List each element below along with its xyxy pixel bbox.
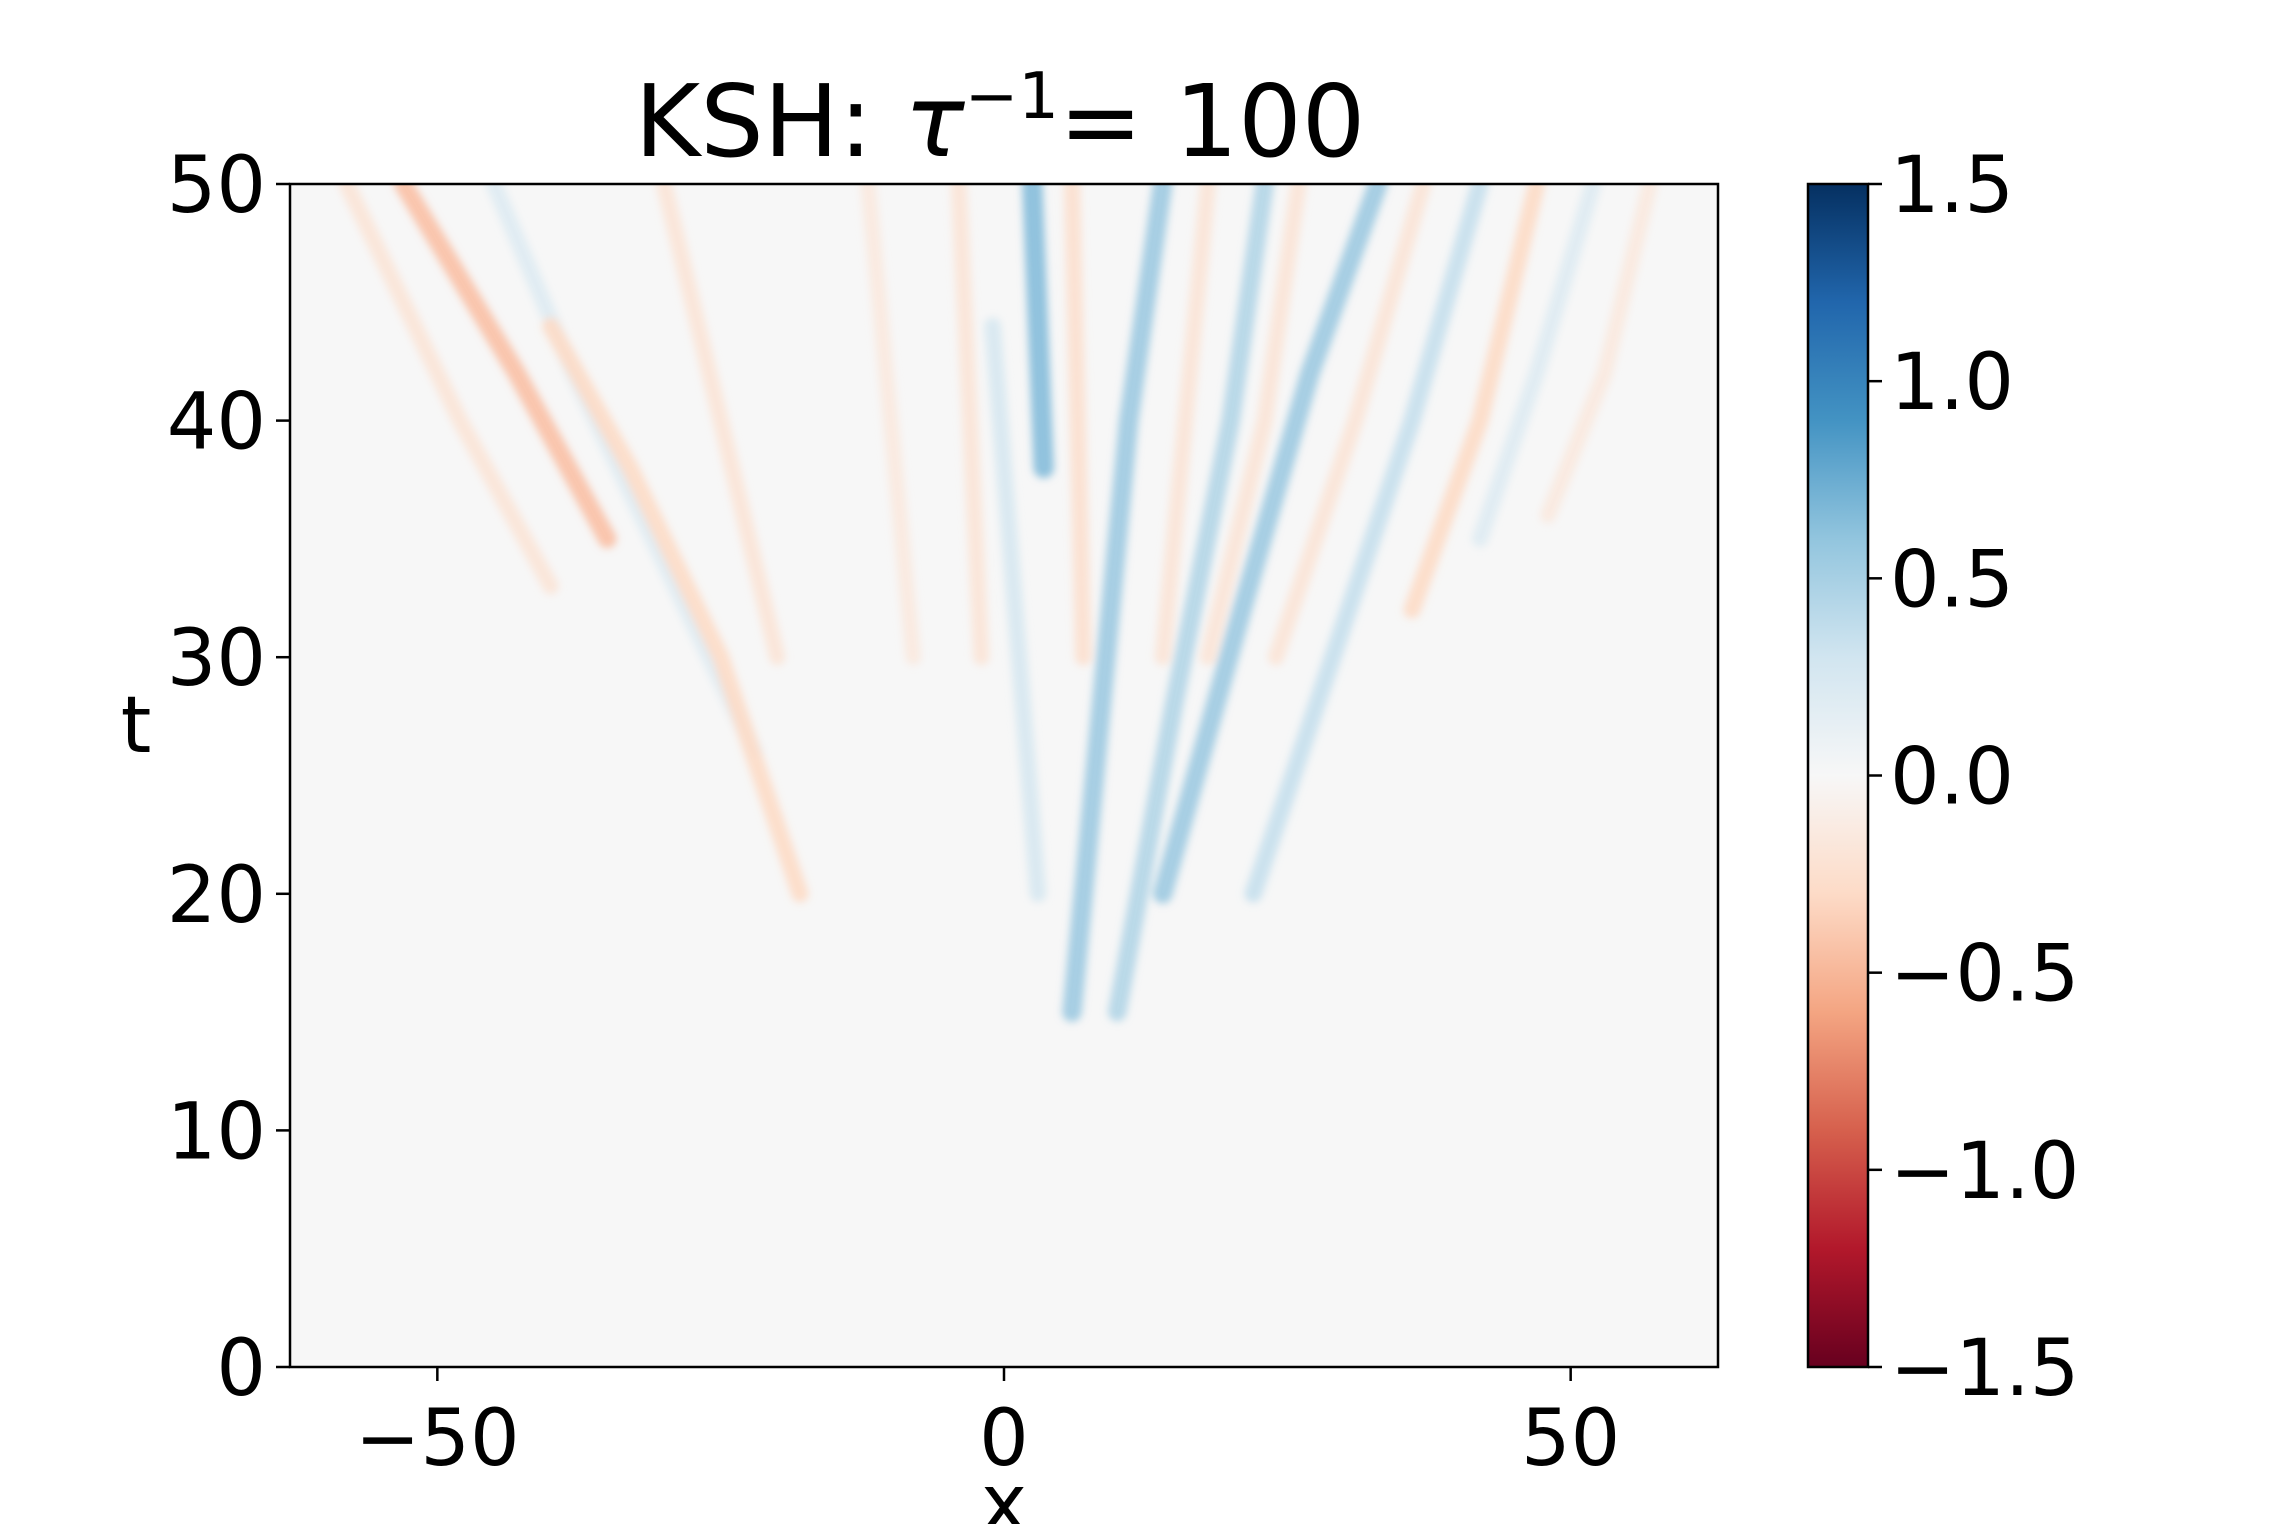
y-axis: 0 10 20 30 40 50 [167, 141, 290, 1414]
y-tick-label: 20 [167, 851, 266, 941]
y-axis-label: t [121, 681, 152, 771]
title-exponent: −1 [964, 60, 1059, 134]
heatmap-band [1062, 184, 1173, 1022]
x-tick-label: −50 [355, 1394, 520, 1484]
title-suffix: = 100 [1058, 63, 1366, 180]
x-axis: −50 0 50 [355, 1367, 1620, 1484]
heatmap-band [1108, 184, 1274, 1022]
heatmap-band [1244, 184, 1489, 903]
heatmap-band [486, 184, 763, 760]
colorbar-tick-label: 1.0 [1890, 338, 2014, 428]
heatmap-band [1540, 184, 1658, 523]
colorbar [1806, 182, 1870, 1369]
heatmap-band [950, 184, 990, 666]
heatmap-band [1022, 184, 1054, 479]
y-tick-label: 0 [216, 1324, 266, 1414]
colorbar-tick-label: 0.5 [1890, 535, 2014, 625]
heatmap-field [338, 184, 1658, 1022]
heatmap-band [338, 184, 559, 595]
colorbar-tick-label: 1.5 [1890, 141, 2014, 231]
heatmap-band [1152, 184, 1388, 904]
heatmap-band [542, 317, 809, 903]
heatmap-band [860, 184, 922, 665]
colorbar-tick-label: −1.5 [1890, 1324, 2079, 1414]
title-symbol: τ [904, 63, 965, 180]
y-tick-label: 50 [167, 141, 266, 231]
colorbar-tick-label: 0.0 [1890, 733, 2014, 823]
colorbar-tick-label: −0.5 [1890, 930, 2079, 1020]
heatmap-band [1472, 184, 1602, 547]
heatmap-band [1268, 184, 1432, 666]
y-tick-label: 40 [167, 378, 266, 468]
x-axis-label: x [981, 1459, 1027, 1524]
x-tick-label: 0 [979, 1394, 1029, 1484]
heatmap-band [1154, 184, 1216, 666]
heatmap-band [394, 184, 617, 549]
colorbar-tick-label: −1.0 [1890, 1127, 2079, 1217]
y-tick-label: 10 [167, 1087, 266, 1177]
colorbar-axis: 1.5 1.0 0.5 0.0 −0.5 −1.0 −1.5 [1868, 141, 2079, 1414]
heatmap-band [1403, 184, 1546, 619]
heatmap-band [656, 184, 786, 666]
heatmap-band [984, 317, 1047, 903]
x-tick-label: 50 [1521, 1394, 1620, 1484]
heatmap-band [1200, 184, 1307, 666]
chart-title: KSH: τ−1= 100 [0, 60, 2000, 180]
title-prefix: KSH: [634, 63, 905, 180]
heatmap-band [1063, 184, 1092, 666]
y-tick-label: 30 [167, 614, 266, 704]
